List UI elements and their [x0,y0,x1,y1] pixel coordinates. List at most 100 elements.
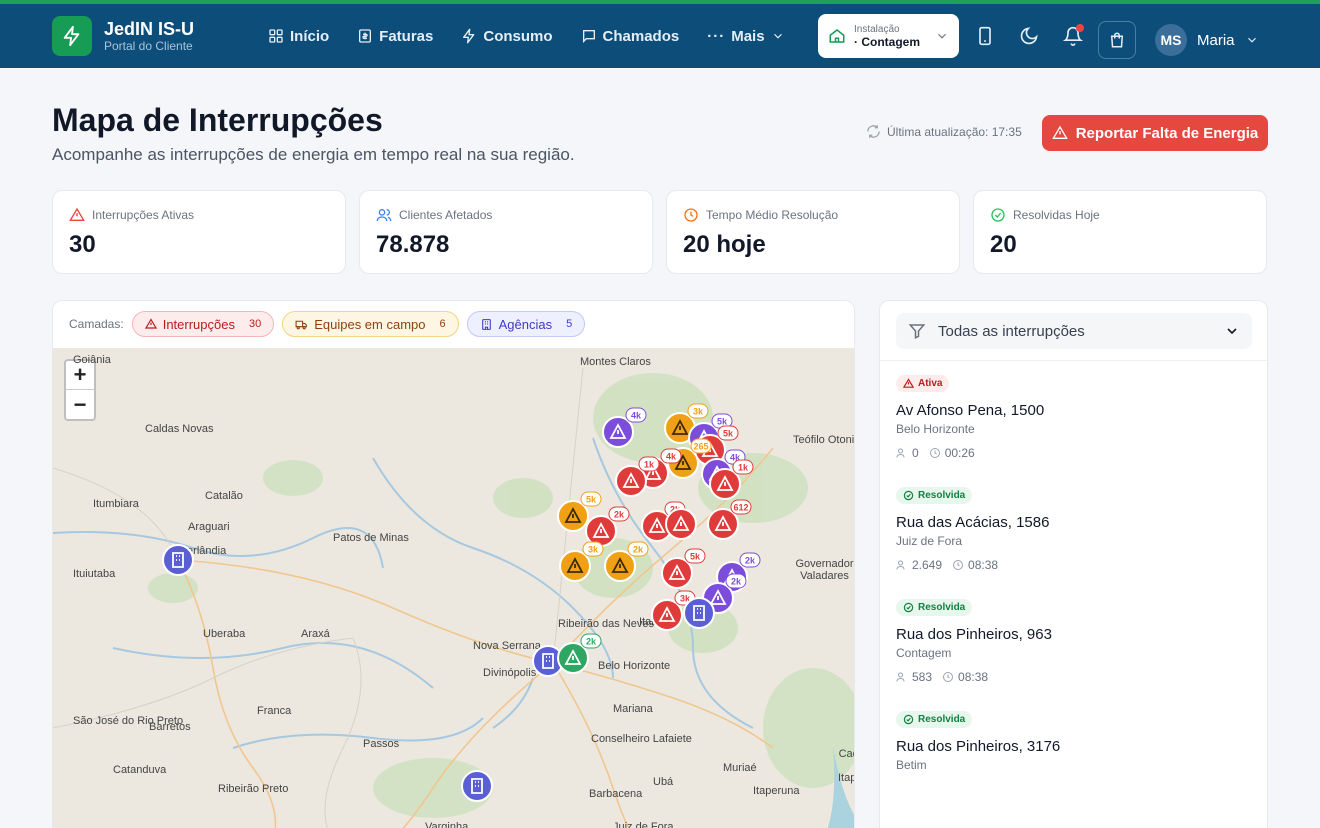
cluster-count-label: 1k [644,460,655,470]
layer-toggle-interruptions[interactable]: Interrupções 30 [131,311,275,337]
interruption-cluster-marker[interactable]: 2k [585,506,630,547]
interruption-cluster-marker[interactable]: 3k [559,541,604,582]
cluster-count-label: 265 [693,442,708,452]
cluster-count-label: 5k [723,429,734,439]
alert-triangle-icon [671,419,689,435]
interruption-cluster-marker[interactable]: 5k [661,548,706,589]
cluster-count-label: 5k [717,417,728,427]
zoom-in-button[interactable]: + [66,361,94,390]
layer-toggle-agencies[interactable]: Agências 5 [466,311,586,337]
alert-triangle-icon [564,507,582,523]
stat-value: 20 [990,231,1017,258]
map-city-label: Catalão [205,490,243,502]
stat-card-resolved: Resolvidas Hoje 20 [973,190,1267,274]
dark-mode-moon-icon[interactable] [1017,24,1041,48]
bolt-icon [463,28,475,44]
nav-consumo[interactable]: Consumo [461,22,553,50]
incident-clients: 2.649 [912,558,943,572]
nav-label: Início [290,27,330,45]
incident-item[interactable]: Resolvida Rua dos Pinheiros, 3176 Betim [896,711,1252,772]
chevron-down-icon [938,33,946,39]
page-subtitle: Acompanhe as interrupções de energia em … [52,145,575,164]
interruption-cluster-marker[interactable]: 2k [604,541,649,582]
cluster-count-label: 3k [680,594,691,604]
alert-triangle-icon [564,649,582,665]
layer-count: 6 [439,318,446,330]
alert-triangle-icon [644,464,662,480]
mobile-icon[interactable] [973,24,997,48]
notifications-bell-icon[interactable] [1061,24,1085,48]
installation-selector[interactable]: Instalação · Contagem [818,14,959,58]
report-outage-button[interactable]: Reportar Falta de Energia [1042,115,1268,151]
clock-icon [943,672,954,682]
incident-address: Rua dos Pinheiros, 3176 [896,738,1061,755]
incident-item[interactable]: Ativa Av Afonso Pena, 1500 Belo Horizont… [896,375,1252,460]
status-badge: Resolvida [896,711,973,728]
nav-mais[interactable]: ··· Mais [707,22,784,50]
chevron-down-icon [1227,328,1237,335]
alert-triangle-icon [69,207,85,221]
interruption-cluster-marker[interactable]: 612 [707,499,752,540]
map-city-label: Ubá [653,776,674,788]
stat-card-clients: Clientes Afetados 78.878 [359,190,653,274]
user-menu[interactable]: MS Maria [1155,24,1259,56]
nav-inicio[interactable]: Início [268,22,329,50]
incident-item[interactable]: Resolvida Rua dos Pinheiros, 963 Contage… [896,599,1252,684]
nav-faturas[interactable]: Faturas [357,22,433,50]
map-city-label: Franca [257,705,292,717]
users-icon [896,560,905,570]
map-city-label: Mariana [613,703,653,715]
page-title: Mapa de Interrupções [52,102,383,138]
last-update-text: Última atualização: 17:35 [887,124,1022,139]
interruption-cluster-marker[interactable]: 3k [651,590,696,631]
map-panel: Camadas: Interrupções 30 Equipes em camp… [52,300,855,828]
alert-triangle-icon [709,589,727,605]
map-city-label: Divinópolis [483,667,537,679]
alert-triangle-icon [566,557,584,573]
nav-chamados[interactable]: Chamados [581,22,679,50]
agency-marker[interactable] [162,544,194,576]
layer-label: Agências [498,316,553,332]
brand[interactable]: JedIN IS-U Portal do Cliente [52,16,194,56]
cart-button[interactable] [1098,21,1136,59]
interruption-cluster-marker[interactable]: 1k [615,456,660,497]
layer-label: Interrupções [162,316,235,332]
map-city-label: Barretos [149,721,191,733]
interruption-cluster-marker[interactable]: 4k [602,407,647,448]
alert-triangle-icon [658,606,676,622]
interruption-cluster-marker[interactable] [665,508,697,540]
chat-icon [582,30,595,43]
map-terrain [53,367,854,828]
main-nav: Início Faturas Consumo Chamados ··· Mais [268,22,785,50]
status-text: Ativa [918,378,943,389]
status-badge: Resolvida [896,487,973,504]
map-city-label: Catanduva [113,764,167,776]
stat-value: 30 [69,231,96,258]
interruption-cluster-marker[interactable]: 5k [557,491,602,532]
layer-toggle-teams[interactable]: Equipes em campo 6 [282,311,459,337]
outage-map[interactable]: + − Goiânia Montes Claros Caldas Novas Teóf… [53,348,855,828]
incident-city: Juiz de Fora [896,534,963,548]
chevron-down-icon [773,33,782,39]
layers-bar: Camadas: Interrupções 30 Equipes em camp… [69,311,586,337]
agency-marker[interactable] [461,770,493,802]
status-badge: Resolvida [896,599,973,616]
zoom-out-button[interactable]: − [73,391,87,417]
cluster-count-label: 2k [586,637,597,647]
map-city-label: Araguari [188,521,230,533]
incidents-filter-select[interactable]: Todas as interrupções [896,313,1252,349]
agency-marker[interactable] [683,597,715,629]
interruption-cluster-marker[interactable]: 1k [709,459,754,500]
interruption-cluster-marker[interactable]: 3k [664,403,709,444]
map-city-label: Conselheiro Lafaiete [591,733,692,745]
stat-value: 20 hoje [683,231,766,258]
incident-item[interactable]: Resolvida Rua das Acácias, 1586 Juiz de … [896,487,1252,572]
interruption-cluster-marker[interactable]: 2k [557,633,602,674]
alert-triangle-icon [592,522,610,538]
map-city-label: Patos de Minas [333,532,409,544]
refresh-icon[interactable] [866,124,881,139]
map-city-label: Teófilo Otoni [793,434,855,446]
check-circle-icon [903,602,914,613]
stat-label: Interrupções Ativas [92,208,195,222]
cluster-count-label: 3k [588,545,599,555]
